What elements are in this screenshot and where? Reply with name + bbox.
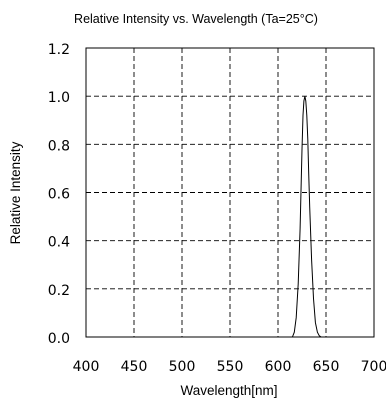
x-axis-label: Wavelength[nm]	[180, 383, 277, 398]
y-axis-label: Relative Intensity	[8, 141, 23, 244]
spectrum-curve	[291, 96, 322, 338]
grid-lines	[86, 48, 374, 337]
y-tick-labels: 0.0 0.2 0.4 0.6 0.8 1.0 1.2	[48, 42, 70, 347]
x-tick-label: 400	[73, 359, 100, 375]
x-tick-label: 500	[169, 359, 196, 375]
x-tick-label: 450	[121, 359, 148, 375]
plot-frame	[85, 47, 375, 338]
y-tick-label: 0.2	[48, 283, 70, 299]
x-tick-label: 700	[361, 359, 386, 375]
x-tick-labels: 400 450 500 550 600 650 700	[73, 359, 386, 375]
y-tick-label: 0.6	[48, 187, 70, 203]
x-tick-label: 600	[265, 359, 292, 375]
y-tick-label: 0.4	[48, 235, 70, 251]
y-tick-label: 0.0	[48, 331, 70, 347]
chart-title: Relative Intensity vs. Wavelength (Ta=25…	[74, 12, 318, 26]
y-tick-label: 1.2	[48, 42, 70, 58]
y-tick-label: 0.8	[48, 138, 70, 154]
series-layer	[291, 96, 322, 338]
x-tick-label: 550	[217, 359, 244, 375]
x-tick-label: 650	[313, 359, 340, 375]
y-tick-label: 1.0	[48, 90, 70, 106]
